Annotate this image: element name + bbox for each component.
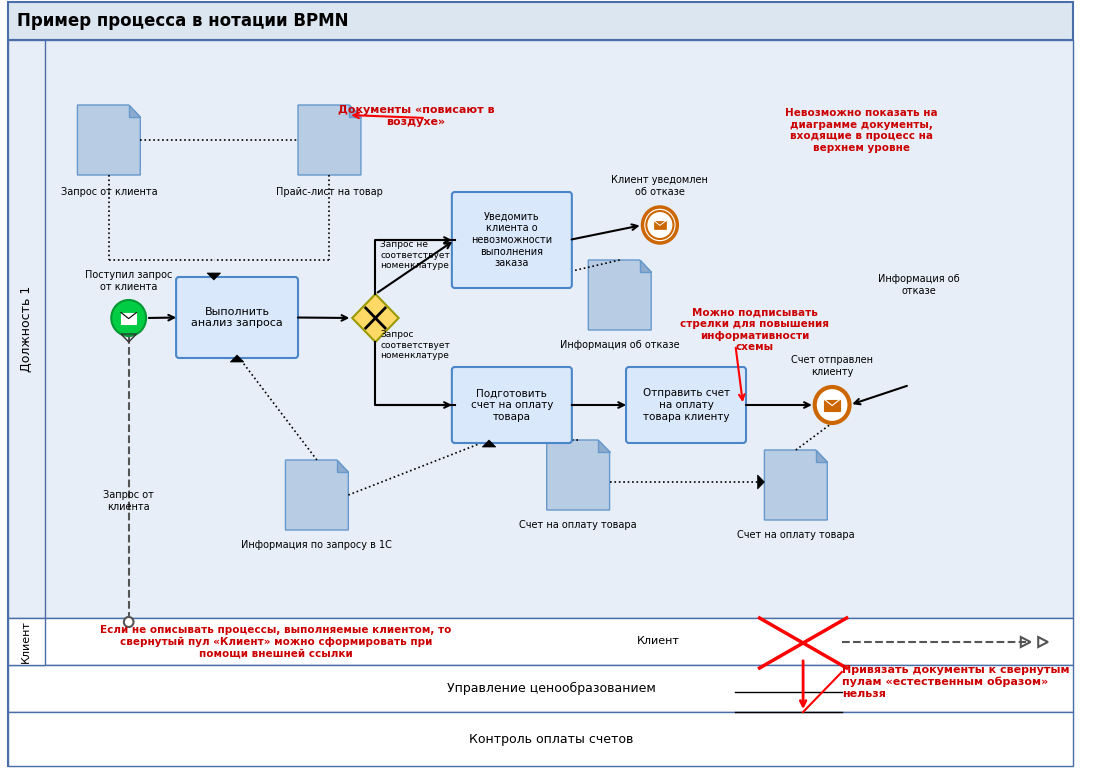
Text: Пример процесса в нотации BPMN: Пример процесса в нотации BPMN xyxy=(18,12,349,30)
Text: Запрос от
клиента: Запрос от клиента xyxy=(103,490,154,512)
Polygon shape xyxy=(589,260,651,330)
Bar xyxy=(655,221,666,229)
Circle shape xyxy=(642,207,677,243)
Bar xyxy=(121,312,136,324)
Text: Привязать документы к свернутым
пулам «естественным образом»
нельзя: Привязать документы к свернутым пулам «е… xyxy=(842,665,1069,699)
Bar xyxy=(824,399,840,410)
Polygon shape xyxy=(350,105,361,117)
Polygon shape xyxy=(128,105,141,117)
Polygon shape xyxy=(77,105,141,175)
Circle shape xyxy=(814,387,850,423)
Text: Запрос не
соответствует
номенклатуре: Запрос не соответствует номенклатуре xyxy=(380,241,450,270)
Text: Можно подписывать
стрелки для повышения
информативности
схемы: Можно подписывать стрелки для повышения … xyxy=(680,308,829,352)
Text: Счет на оплату товара: Счет на оплату товара xyxy=(519,520,637,530)
Text: Запрос
соответствует
номенклатуре: Запрос соответствует номенклатуре xyxy=(380,330,450,360)
Text: Клиент уведомлен
об отказе: Клиент уведомлен об отказе xyxy=(611,175,708,197)
Text: Управление ценообразованием: Управление ценообразованием xyxy=(447,682,656,695)
FancyBboxPatch shape xyxy=(452,192,572,288)
Polygon shape xyxy=(483,440,496,447)
Circle shape xyxy=(124,617,134,627)
Text: Клиент: Клиент xyxy=(21,620,31,663)
Circle shape xyxy=(112,300,146,336)
Text: Клиент: Клиент xyxy=(637,637,679,647)
Text: Информация по запросу в 1С: Информация по запросу в 1С xyxy=(241,540,392,550)
Polygon shape xyxy=(336,460,349,472)
Text: Документы «повисают в
воздухе»: Документы «повисают в воздухе» xyxy=(337,105,495,126)
Text: Выполнить
анализ запроса: Выполнить анализ запроса xyxy=(191,307,283,328)
Text: Прайс-лист на товар: Прайс-лист на товар xyxy=(276,187,383,197)
Circle shape xyxy=(647,211,674,239)
Text: Счет отправлен
клиенту: Счет отправлен клиенту xyxy=(791,355,873,377)
Text: Информация об
отказе: Информация об отказе xyxy=(878,274,961,296)
Polygon shape xyxy=(598,440,610,452)
Bar xyxy=(8,2,1073,40)
Text: Невозможно показать на
диаграмме документы,
входящие в процесс на
верхнем уровне: Невозможно показать на диаграмме докумен… xyxy=(785,108,937,153)
Polygon shape xyxy=(298,105,361,175)
Polygon shape xyxy=(352,294,399,342)
Bar xyxy=(8,40,45,618)
Text: Контроль оплаты счетов: Контроль оплаты счетов xyxy=(469,732,633,746)
Text: Поступил запрос
от клиента: Поступил запрос от клиента xyxy=(85,271,172,292)
Bar xyxy=(8,40,1073,618)
FancyBboxPatch shape xyxy=(452,367,572,443)
Polygon shape xyxy=(286,460,349,530)
Polygon shape xyxy=(764,450,828,520)
Polygon shape xyxy=(207,273,221,280)
FancyBboxPatch shape xyxy=(626,367,746,443)
Text: Должность 1: Должность 1 xyxy=(20,286,32,372)
Bar xyxy=(8,618,1073,665)
Bar xyxy=(8,618,45,665)
Text: Подготовить
счет на оплату
товара: Подготовить счет на оплату товара xyxy=(470,389,553,422)
Polygon shape xyxy=(546,440,610,510)
Text: Отправить счет
на оплату
товара клиенту: Отправить счет на оплату товара клиенту xyxy=(642,389,729,422)
Bar xyxy=(8,665,1073,712)
Bar xyxy=(8,712,1073,766)
FancyBboxPatch shape xyxy=(176,277,298,358)
Text: Уведомить
клиента о
невозможности
выполнения
заказа: Уведомить клиента о невозможности выполн… xyxy=(471,212,553,268)
Polygon shape xyxy=(640,260,651,272)
Text: Счет на оплату товара: Счет на оплату товара xyxy=(737,530,855,540)
Text: Запрос от клиента: Запрос от клиента xyxy=(60,187,157,197)
Polygon shape xyxy=(815,450,828,462)
Text: Информация об отказе: Информация об отказе xyxy=(560,340,679,350)
Polygon shape xyxy=(757,475,764,489)
Text: Если не описывать процессы, выполняемые клиентом, то
свернутый пул «Клиент» можн: Если не описывать процессы, выполняемые … xyxy=(101,625,451,658)
Polygon shape xyxy=(230,355,244,362)
